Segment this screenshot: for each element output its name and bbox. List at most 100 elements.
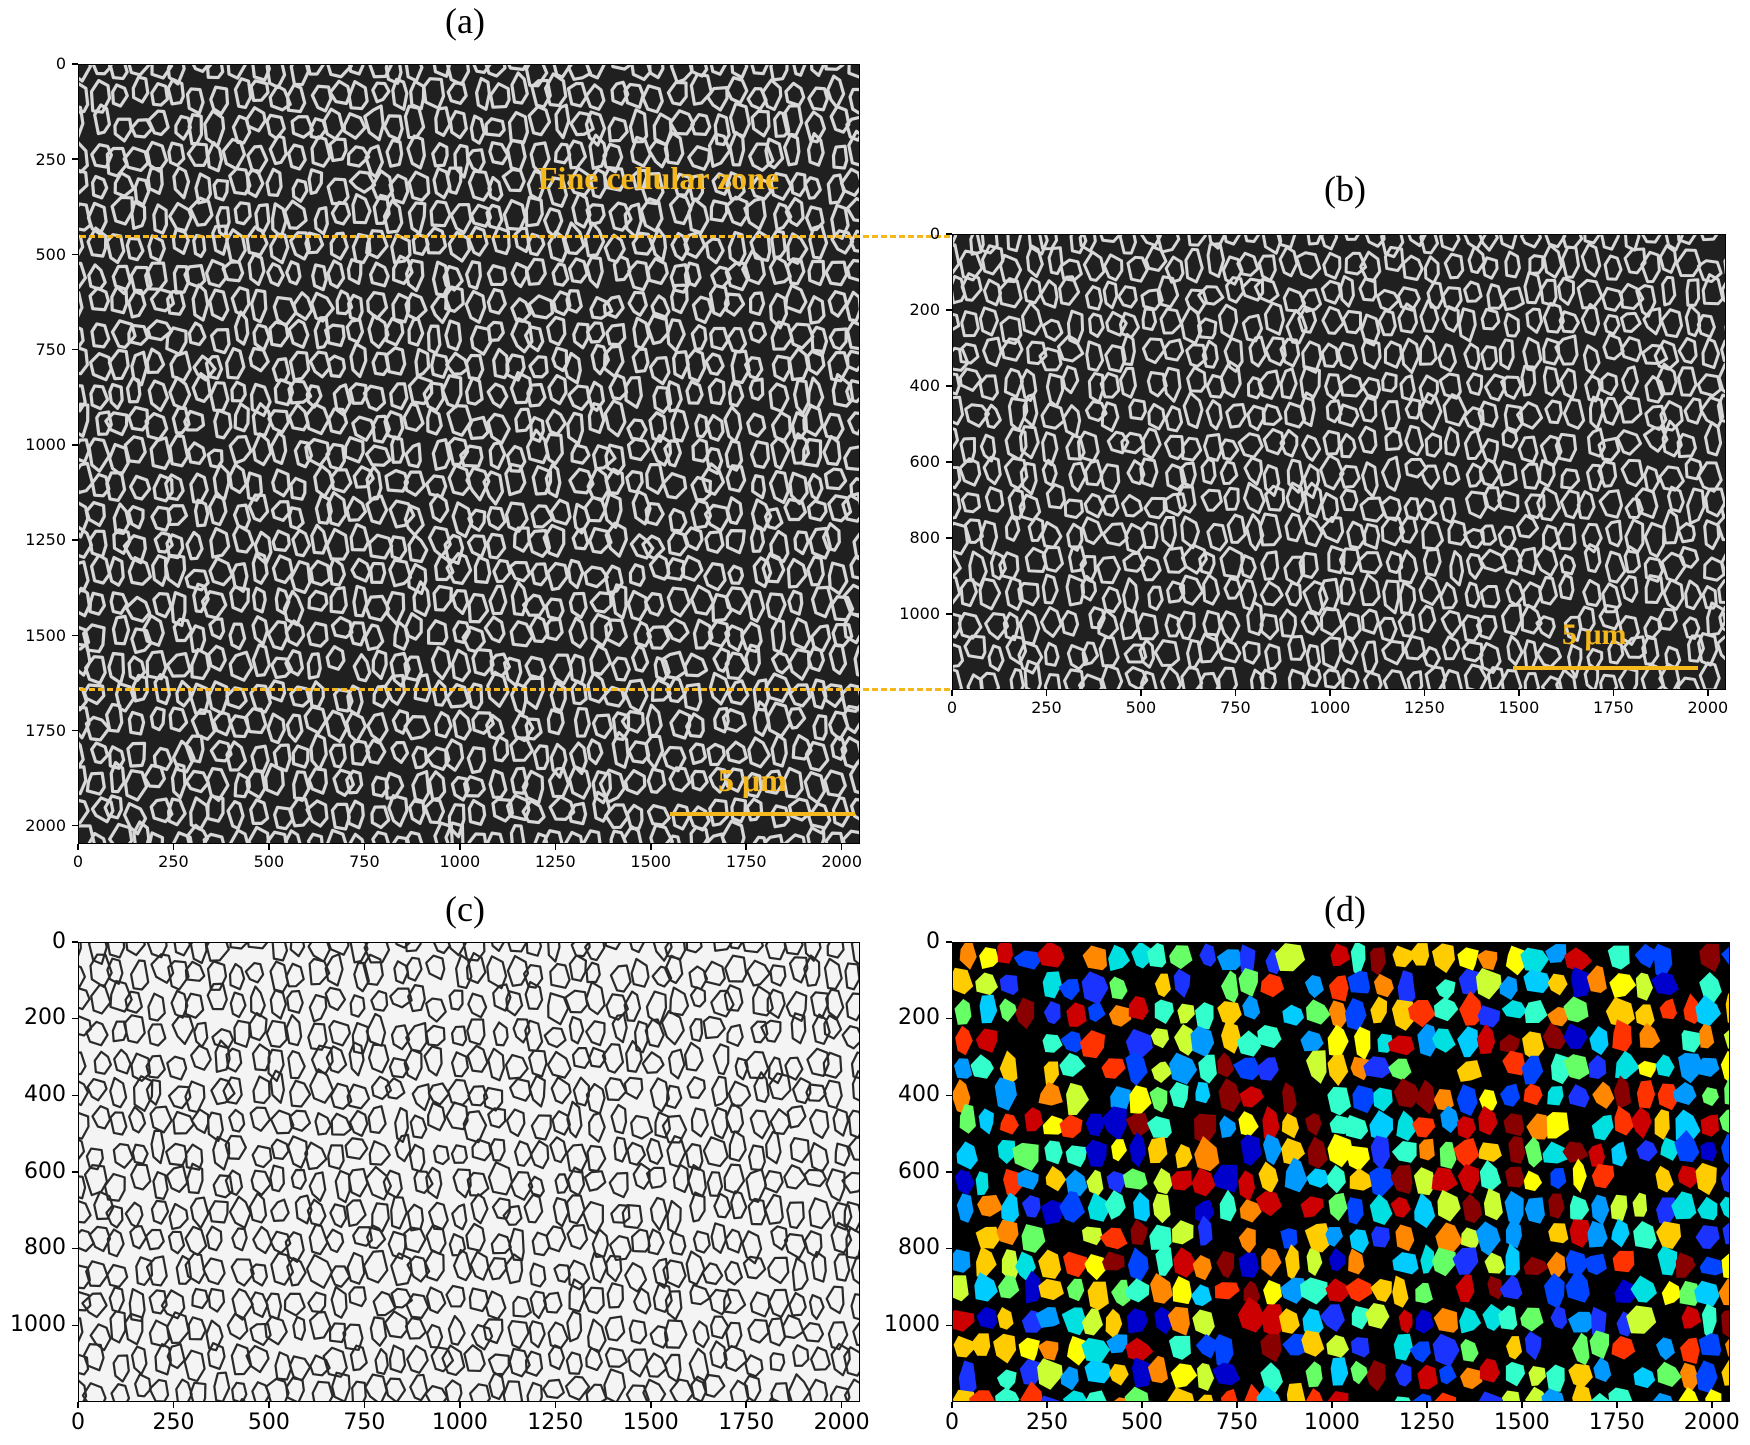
panel-a-y-tick-label: 1500: [25, 625, 66, 645]
panel-d-x-tick-label: 250: [1025, 1410, 1068, 1435]
panel-c-x-tick-mark: [268, 1402, 270, 1408]
panel-b-x-tick-mark: [1234, 690, 1237, 696]
panel-d-x-tick-mark: [951, 1402, 953, 1408]
panel-d-x-tick-mark: [1331, 1402, 1333, 1408]
panel-b-y-tick-label: 200: [909, 300, 940, 320]
panel-d-x-tick-label: 0: [945, 1410, 959, 1435]
panel-c-y-tick-mark: [72, 1094, 78, 1097]
panel-d-y-tick-label: 1000: [884, 1312, 940, 1338]
panel-a-y-tick-label: 500: [35, 244, 66, 264]
panel-d-y-tick-mark: [946, 1171, 952, 1173]
panel-b-y-tick-label: 400: [909, 376, 940, 396]
panel-a-y-tick-mark: [72, 824, 78, 827]
panel-b-x-tick-label: 1750: [1593, 698, 1634, 717]
panel-a-y-tick-mark: [72, 444, 78, 446]
panel-d-y-tick-label: 400: [898, 1082, 940, 1108]
panel-b-x-tick-mark: [1045, 690, 1048, 696]
panel-c-x-tick-label: 1500: [622, 1410, 679, 1435]
panel-c-processed-image: [78, 942, 860, 1402]
panel-c-x-tick-mark: [77, 1402, 79, 1408]
panel-c-x-tick-label: 2000: [813, 1410, 870, 1435]
lower-zone-boundary: [80, 688, 950, 691]
panel-c-y-tick-label: 200: [24, 1005, 66, 1031]
panel-b-x-tick-mark: [1707, 690, 1709, 696]
panel-b-y-tick-label: 600: [909, 452, 940, 472]
panel-a-y-tick-label: 250: [35, 149, 66, 169]
panel-c-x-tick-mark: [459, 1402, 461, 1408]
panel-b-y-tick-label: 800: [909, 528, 940, 548]
panel-a-x-tick-mark: [459, 844, 461, 850]
panel-a-y-tick-label: 2000: [25, 816, 66, 836]
panel-b-y-tick-label: 0: [929, 224, 940, 244]
panel-d-x-tick-mark: [1141, 1402, 1143, 1408]
panel-a-y-tick-mark: [72, 158, 78, 160]
panel-b-y-tick-mark: [946, 385, 952, 387]
panel-c-y-tick-label: 0: [52, 928, 66, 954]
panel-c-x-tick-label: 0: [71, 1410, 85, 1435]
panel-a-y-tick-label: 1000: [25, 435, 66, 455]
panel-a-x-tick-label: 1500: [630, 852, 672, 871]
panel-b-scale-label: 5 μm: [1562, 618, 1627, 651]
panel-a-y-tick-label: 1250: [25, 530, 66, 550]
panel-d-y-tick-label: 800: [898, 1235, 940, 1261]
panel-a-y-tick-mark: [72, 253, 78, 256]
panel-a-y-tick-label: 0: [55, 54, 66, 74]
panel-a-y-tick-mark: [72, 729, 78, 732]
panel-b-x-tick-mark: [1518, 690, 1520, 696]
panel-d-y-tick-label: 600: [898, 1158, 940, 1184]
panel-b-y-tick-mark: [946, 461, 952, 463]
panel-a-y-tick-mark: [72, 634, 78, 637]
panel-d-x-tick-mark: [1426, 1402, 1428, 1408]
panel-d-y-tick-mark: [946, 1324, 952, 1327]
panel-b-x-tick-mark: [1612, 690, 1615, 696]
panel-d-y-tick-label: 200: [898, 1005, 940, 1031]
panel-a-x-tick-label: 500: [253, 852, 285, 871]
panel-d-x-tick-label: 1750: [1588, 1410, 1645, 1435]
panel-d-x-tick-mark: [1521, 1402, 1523, 1408]
panel-c-x-tick-label: 250: [152, 1410, 195, 1435]
panel-b-y-tick-label: 1000: [899, 604, 940, 624]
panel-b-y-tick-mark: [946, 537, 952, 539]
panel-c-x-tick-mark: [745, 1402, 747, 1408]
panel-c-x-tick-label: 500: [247, 1410, 290, 1435]
panel-a-x-tick-mark: [172, 844, 175, 850]
panel-b-y-tick-mark: [946, 613, 952, 615]
panel-b-x-tick-label: 750: [1220, 698, 1251, 717]
panel-b-x-tick-mark: [1140, 690, 1142, 696]
panel-c-y-tick-mark: [72, 1171, 78, 1173]
panel-b-x-tick-label: 250: [1031, 698, 1062, 717]
panel-c-x-tick-mark: [554, 1402, 557, 1408]
panel-c-y-tick-mark: [72, 1324, 78, 1327]
panel-d-x-tick-label: 1000: [1303, 1410, 1360, 1435]
panel-d-x-tick-label: 1500: [1493, 1410, 1550, 1435]
panel-d-x-tick-mark: [1046, 1402, 1048, 1408]
panel-a-x-tick-mark: [268, 844, 270, 850]
panel-a-x-tick-label: 1000: [439, 852, 481, 871]
panel-d-x-tick-label: 2000: [1683, 1410, 1740, 1435]
panel-a-x-tick-mark: [745, 844, 747, 850]
panel-b-x-tick-label: 500: [1125, 698, 1157, 717]
panel-d-label: (d): [1324, 889, 1366, 929]
panel-a-label: (a): [445, 1, 485, 41]
panel-a-scale-bar: [670, 812, 855, 816]
panel-d-x-tick-label: 500: [1120, 1410, 1163, 1435]
panel-b-x-tick-mark: [951, 690, 953, 696]
panel-a-y-tick-mark: [72, 348, 78, 351]
panel-a-x-tick-label: 0: [72, 852, 84, 871]
panel-c-x-tick-mark: [363, 1402, 366, 1408]
panel-d-segmented-cells: [952, 942, 1730, 1402]
panel-b-scale-bar: [1513, 666, 1698, 670]
panel-c-y-tick-label: 400: [24, 1082, 66, 1108]
panel-c-x-tick-mark: [840, 1402, 843, 1408]
fine-cellular-zone-label: Fine cellular zone: [538, 160, 780, 196]
panel-a-y-tick-mark: [72, 63, 78, 65]
panel-b-y-tick-mark: [946, 309, 952, 311]
panel-c-y-tick-label: 600: [24, 1158, 66, 1184]
panel-c-y-tick-label: 1000: [10, 1312, 66, 1338]
panel-c-y-tick-mark: [72, 941, 78, 943]
panel-b-x-tick-label: 1000: [1309, 698, 1351, 717]
panel-d-x-tick-mark: [1236, 1402, 1238, 1408]
panel-b-x-tick-mark: [1329, 690, 1331, 696]
panel-a-micrograph: [78, 64, 860, 844]
panel-a-x-tick-mark: [554, 844, 557, 850]
